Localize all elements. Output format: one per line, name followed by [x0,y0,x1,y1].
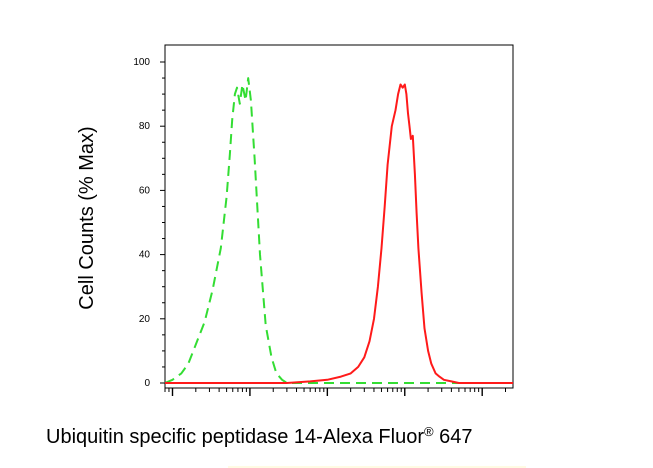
series-layer [164,77,513,384]
y-tick-label: 60 [139,185,151,196]
y-tick-label: 80 [139,121,151,132]
y-tick-label: 100 [133,57,150,68]
bottom-strip [228,466,526,468]
x-axis-label-suffix: 647 [433,426,473,448]
series-line-2 [165,83,513,384]
y-tick-label: 20 [139,314,151,325]
x-axis-ticks [164,388,506,396]
x-axis-label: Ubiquitin specific peptidase 14-Alexa Fl… [46,424,473,449]
plot-frame [164,44,514,389]
x-axis-label-main: Ubiquitin specific peptidase 14-Alexa Fl… [46,426,424,448]
series-line-1 [164,77,513,384]
y-axis-label: Cell Counts (% Max) [76,126,98,309]
y-axis-ticks: 0 20 40 60 80 100 [133,57,165,389]
y-tick-label: 0 [144,378,150,389]
registered-mark: ® [423,424,434,439]
y-tick-label: 40 [139,250,151,261]
